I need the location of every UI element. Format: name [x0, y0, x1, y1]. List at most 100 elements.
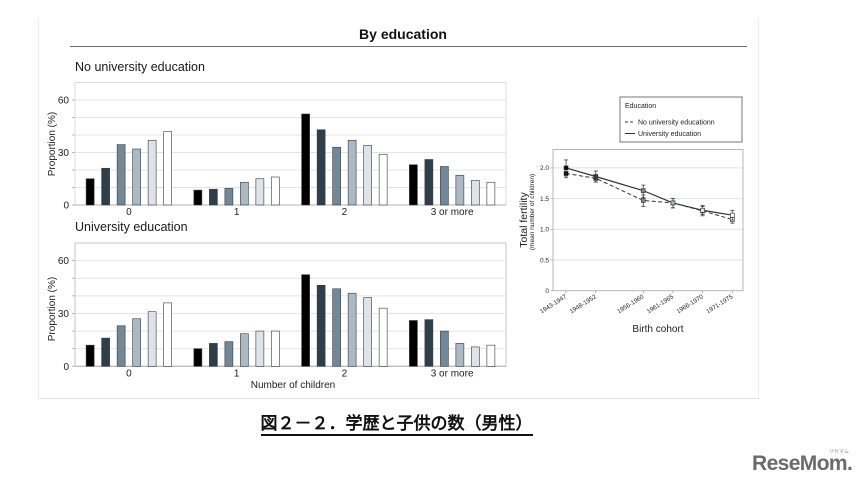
series-line-university [565, 167, 733, 216]
x-tick-label: 1956-1960 [616, 293, 646, 315]
y-tick-label: 30 [58, 309, 70, 320]
bar [101, 337, 110, 367]
figure-frame [38, 18, 759, 399]
y-tick-label: 60 [58, 256, 70, 267]
caption-container: 図２－２．学歴と子供の数（男性） [0, 414, 793, 436]
category-label: 1 [234, 368, 240, 379]
bar [101, 167, 110, 206]
x-tick-label: 1948-1952 [569, 293, 599, 315]
panel-title-university: University education [75, 220, 188, 234]
bar [163, 302, 172, 367]
bar [409, 320, 418, 367]
x-axis-title-bars: Number of children [251, 380, 335, 391]
bar [209, 188, 218, 206]
title-divider [70, 46, 747, 47]
data-marker [593, 174, 599, 179]
bar [116, 325, 126, 367]
category-label: 3 or more [431, 368, 474, 379]
bar [271, 176, 280, 206]
bar [240, 181, 249, 206]
bar [301, 113, 310, 206]
category-label: 0 [126, 207, 132, 218]
bar [378, 153, 388, 206]
data-marker [730, 212, 735, 218]
line-chart-total-fertility: 0 0.5 1.0 1.5 2.0 1943-1947 1948-1952 1956-1960… [539, 149, 744, 315]
bar [332, 146, 341, 206]
bar [224, 188, 234, 206]
bar [347, 139, 357, 206]
y-axis-title-top: Proportion (%) [47, 112, 58, 176]
bar [147, 139, 157, 206]
data-marker [700, 207, 705, 213]
y-tick-label: 1.5 [540, 196, 549, 203]
x-axis-title-line: Birth cohort [632, 324, 683, 335]
x-tick-label: 1961-1965 [646, 293, 676, 315]
bar [255, 178, 265, 206]
legend-title: Education [625, 103, 656, 110]
y-tick-label: 60 [58, 96, 70, 107]
bar-chart-no-university: 0 30 60 0 1 2 3 or more [58, 82, 507, 218]
bar [224, 341, 234, 367]
bar [85, 344, 95, 367]
bar [363, 297, 372, 367]
x-tick-label: 1966-1970 [675, 293, 705, 315]
bar [424, 159, 434, 206]
category-label: 2 [342, 207, 348, 218]
y-tick-label: 0 [63, 362, 69, 373]
resemom-logo: ReseMom. [752, 452, 853, 475]
y-tick-label: 2.0 [540, 165, 549, 172]
y-tick-label: 30 [58, 148, 70, 159]
data-marker [640, 198, 646, 203]
figure-caption: 図２－２．学歴と子供の数（男性） [260, 414, 533, 436]
bar [209, 343, 218, 367]
y-axis-subtitle-line: (mean number of children) [529, 174, 536, 250]
y-tick-label: 1.0 [540, 227, 549, 234]
bar [440, 330, 449, 367]
category-label: 2 [342, 368, 348, 379]
bar [471, 180, 480, 206]
bar [486, 181, 496, 206]
y-axis-title-bottom: Proportion (%) [47, 277, 58, 341]
bar-chart-university: 0 30 60 0 1 2 3 or more [58, 242, 507, 379]
bar [116, 144, 126, 206]
category-label: 3 or more [431, 207, 474, 218]
bar [347, 292, 357, 367]
y-tick-label: 0 [63, 201, 69, 212]
y-axis-title-line: Total fertility [518, 192, 530, 248]
data-marker [563, 165, 569, 171]
bar [440, 166, 449, 206]
category-label: 1 [234, 207, 240, 218]
figure-title: By education [359, 26, 447, 42]
plot-frame [552, 149, 744, 292]
legend-item-university: University education [638, 131, 701, 138]
logo-kana: リセマム [829, 449, 850, 455]
y-tick-label: 0 [545, 288, 549, 295]
bar [132, 318, 141, 367]
bar [424, 319, 434, 367]
bar [471, 346, 480, 367]
category-label: 0 [126, 368, 132, 379]
legend: Education No university educationn Unive… [619, 96, 743, 143]
y-tick-label: 0.5 [540, 257, 549, 264]
bar [255, 330, 265, 367]
bar [85, 178, 95, 206]
bar [163, 131, 172, 206]
legend-box [619, 96, 743, 143]
bar [240, 333, 249, 367]
bar [409, 164, 418, 206]
bar [378, 307, 388, 367]
bar [193, 189, 203, 206]
bar [147, 311, 157, 367]
legend-item-no-university: No university educationn [638, 120, 715, 127]
bar [316, 129, 326, 206]
bar [363, 145, 372, 206]
bar [486, 344, 496, 367]
data-marker [670, 200, 676, 206]
x-tick-label: 1943-1947 [539, 293, 569, 315]
bar [132, 148, 141, 206]
bar [455, 343, 465, 367]
x-tick-label: 1971-1975 [705, 293, 735, 315]
bar [455, 174, 465, 206]
panel-title-no-university: No university education [75, 60, 205, 74]
